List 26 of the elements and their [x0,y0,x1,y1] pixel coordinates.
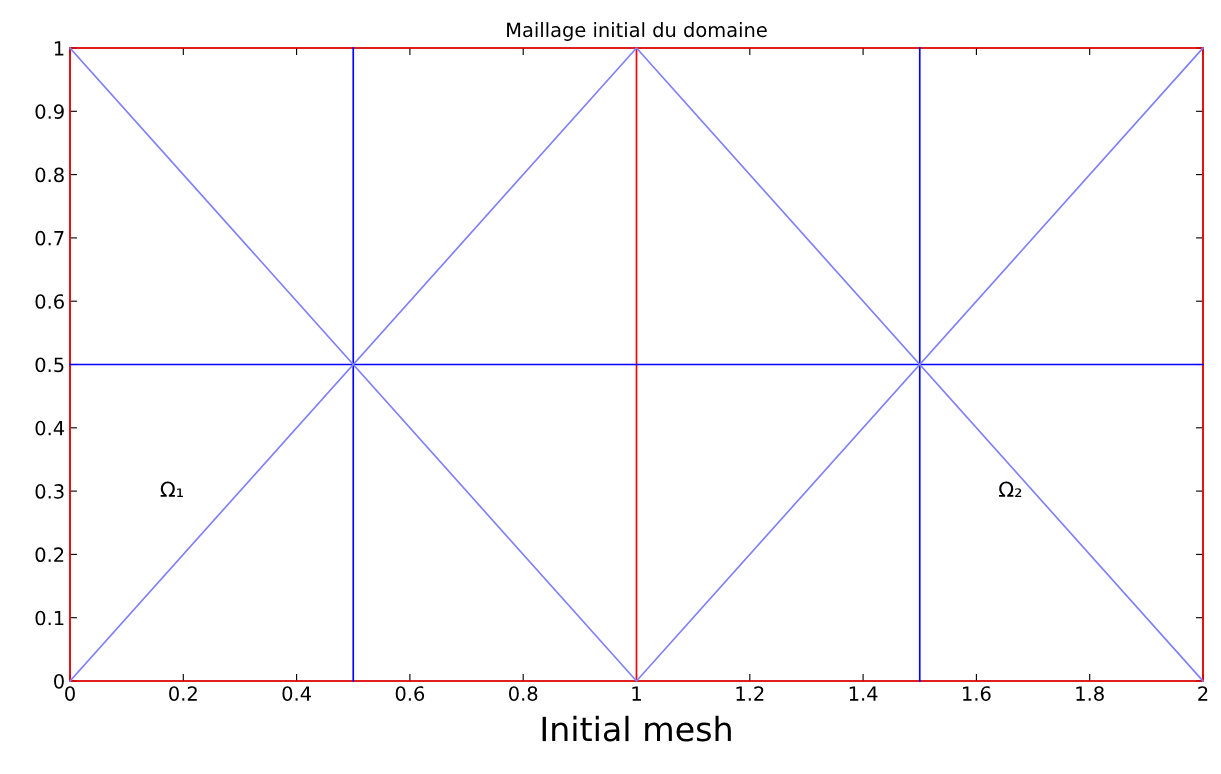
x-tick-label: 0.4 [282,686,311,701]
x-tick-label: 2 [1198,686,1208,701]
y-tick-label: 0.6 [35,294,64,309]
x-axis-title: Initial mesh [542,715,731,742]
x-tick-label: 1 [632,686,641,701]
x-tick-label: 1.4 [849,686,878,701]
x-tick-label: 1.2 [736,686,764,701]
y-tick-label: 0.5 [35,357,64,373]
x-tick-label: 0 [65,686,75,701]
y-tick-label: 0.4 [35,420,65,436]
y-tick-label: 0.3 [35,484,64,499]
y-tick-label: 0.1 [35,610,64,626]
y-tick-label: 0.7 [35,230,64,246]
y-tick-label: 0.8 [35,167,64,183]
x-tick-label: 1.6 [963,686,991,701]
chart-title: Maillage initial du domaine [507,22,767,41]
x-tick-label: 0.2 [169,686,197,701]
x-tick-label: 0.8 [509,686,538,701]
annotation: Ω₁ [160,481,183,497]
y-tick-label: 1 [54,41,64,56]
y-tick-label: 0 [54,673,64,689]
y-tick-label: 0.2 [35,547,64,563]
x-tick-label: 1.8 [1076,686,1104,701]
x-tick-label: 0.6 [395,686,425,701]
annotation: Ω₂ [999,481,1022,497]
y-tick-label: 0.9 [35,104,64,119]
